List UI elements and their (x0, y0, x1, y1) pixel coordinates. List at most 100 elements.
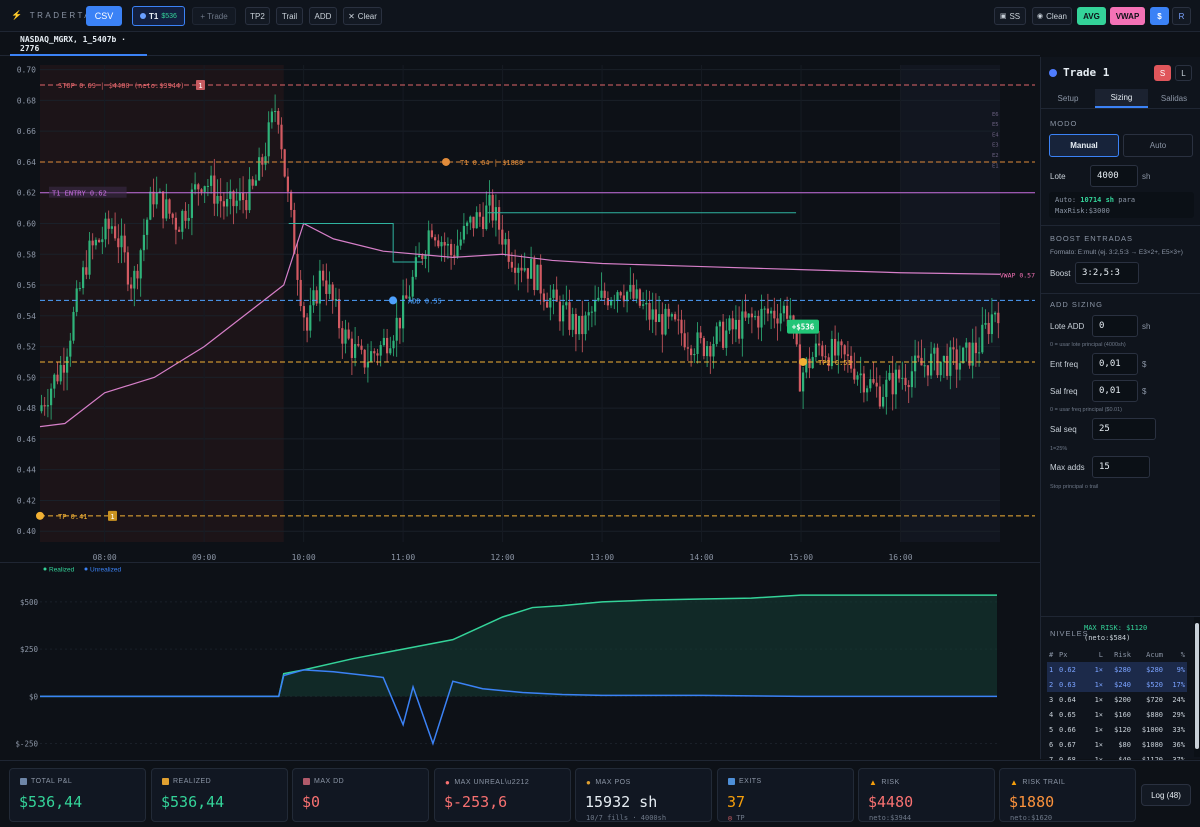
candle-body (296, 253, 299, 280)
clear-button[interactable]: ✕ Clear (343, 7, 382, 25)
candle-body (248, 179, 251, 211)
candle-body (664, 308, 667, 335)
cell: 29% (1172, 710, 1185, 719)
candle-body (699, 332, 702, 339)
sal-seq-input[interactable]: 25 (1092, 418, 1156, 440)
cell: 1× (1094, 680, 1103, 689)
candle-body (866, 388, 869, 393)
candle-body (725, 330, 728, 348)
level-label: TP2 0.51 (818, 359, 852, 367)
avg-toggle[interactable]: AVG (1077, 7, 1106, 25)
cell: 36% (1172, 740, 1185, 749)
boost-input[interactable]: 3:2,5:3 (1075, 262, 1139, 284)
candle-body (66, 356, 69, 373)
afterhours-shade (900, 65, 1000, 542)
stop-tag (196, 80, 205, 91)
trade-panel: Trade 1 S L Setup Sizing Salidas MODO Ma… (1040, 57, 1200, 764)
add-sizing-heading: ADD SIZING (1050, 300, 1103, 309)
candle-body (680, 319, 683, 334)
table-row[interactable]: 3 0.64 1× $200 $720 24% (1047, 692, 1187, 707)
candle-body (466, 222, 469, 226)
legend-label: Unrealized (90, 567, 121, 574)
max-adds-input[interactable]: 15 (1092, 456, 1150, 478)
price-chart[interactable]: 0.70 0.68 0.66 0.64 0.62 0.60 0.58 0.56 0.54 0.52… (0, 57, 1040, 562)
scrollbar-thumb[interactable] (1195, 623, 1199, 749)
table-row[interactable]: 2 0.63 1× $240 $520 17% (1047, 677, 1187, 692)
candle-body (843, 345, 846, 355)
candle-body (325, 280, 328, 294)
table-row[interactable]: 6 0.67 1× $80 $1080 36% (1047, 737, 1187, 752)
coin-icon: ● (586, 778, 592, 787)
chart-tab[interactable]: NASDAQ_MGRX, 1_5407b · 2776 (10, 33, 147, 56)
money-bag-icon (162, 778, 169, 785)
legend-dot (84, 567, 88, 571)
total-pnl-value: $536,44 (19, 793, 83, 811)
add-button[interactable]: ADD (309, 7, 337, 25)
candle-body (590, 311, 593, 313)
sal-freq-input[interactable]: 0,01 (1092, 380, 1138, 402)
log-button[interactable]: Log (48) (1141, 784, 1191, 806)
cell: 0.63 (1059, 680, 1076, 689)
candle-body (408, 296, 411, 299)
tp2-marker (799, 357, 807, 366)
trail-button[interactable]: Trail (276, 7, 303, 25)
ent-freq-input[interactable]: 0,01 (1092, 353, 1138, 375)
x-tick-label: 16:00 (888, 553, 912, 562)
table-row[interactable]: 5 0.66 1× $120 $1000 33% (1047, 722, 1187, 737)
table-row[interactable]: 4 0.65 1× $160 $880 29% (1047, 707, 1187, 722)
candle-body (264, 156, 267, 165)
cell: 1× (1094, 725, 1103, 734)
y-tick-label: 0.52 (17, 343, 36, 352)
short-side-button[interactable]: S (1154, 65, 1171, 81)
candle-body (411, 276, 414, 297)
risk-card: ▲ RISK $4480 neto:$3944 (858, 768, 995, 822)
auto-mode-button[interactable]: Auto (1123, 134, 1193, 157)
candle-body (536, 264, 539, 290)
candle-body (821, 345, 824, 357)
candle-body (869, 379, 872, 389)
sal-freq-label: Sal freq (1050, 387, 1078, 396)
add-trade-button[interactable]: + Trade (192, 7, 236, 25)
table-row[interactable]: 1 0.62 1× $280 $280 9% (1047, 662, 1187, 677)
cell: 9% (1176, 665, 1185, 674)
trade-title: Trade 1 (1063, 66, 1110, 79)
candle-body (315, 290, 318, 304)
candle-body (885, 379, 888, 397)
candle-body (299, 279, 302, 307)
candle-body (226, 198, 229, 207)
tab-setup[interactable]: Setup (1057, 94, 1079, 103)
candle-body (693, 353, 696, 356)
cell: 1× (1094, 665, 1103, 674)
lote-add-input[interactable]: 0 (1092, 315, 1138, 337)
candle-body (69, 340, 72, 357)
candle-body (123, 235, 126, 253)
header-cell: Acum (1146, 650, 1163, 659)
sal-freq-unit: $ (1142, 387, 1147, 396)
dollar-mode-button[interactable]: $ (1150, 7, 1169, 25)
vwap-toggle[interactable]: VWAP (1110, 7, 1145, 25)
table-row[interactable]: 70.681×$40$112037% (1047, 752, 1187, 767)
candle-body (334, 298, 337, 301)
candle-body (715, 326, 718, 344)
candle-body (792, 315, 795, 324)
tp2-button[interactable]: TP2 (245, 7, 270, 25)
trade-1-chip[interactable]: T1 $536 (132, 6, 185, 26)
y-tick-label: 0.40 (17, 527, 36, 536)
y-tick-label: 0.56 (17, 281, 36, 290)
candle-body (290, 191, 293, 210)
tab-salidas[interactable]: Salidas (1160, 94, 1188, 103)
long-side-button[interactable]: L (1175, 65, 1192, 81)
candle-body (610, 300, 613, 306)
tab-sizing[interactable]: Sizing (1095, 89, 1148, 108)
levels-scrollbar[interactable] (1194, 617, 1200, 757)
screenshot-button[interactable]: ▣ SS (994, 7, 1026, 25)
clean-button[interactable]: ◉ Clean (1032, 7, 1072, 25)
price-chart-svg[interactable]: 0.70 0.68 0.66 0.64 0.62 0.60 0.58 0.56 0.54 0.52… (0, 57, 1040, 562)
r-mode-button[interactable]: R (1172, 7, 1191, 25)
candle-body (606, 298, 609, 306)
lote-input[interactable]: 4000 (1090, 165, 1138, 187)
csv-button[interactable]: CSV (86, 6, 122, 26)
candle-body (654, 309, 657, 322)
exit-icon (728, 778, 735, 785)
manual-mode-button[interactable]: Manual (1049, 134, 1119, 157)
